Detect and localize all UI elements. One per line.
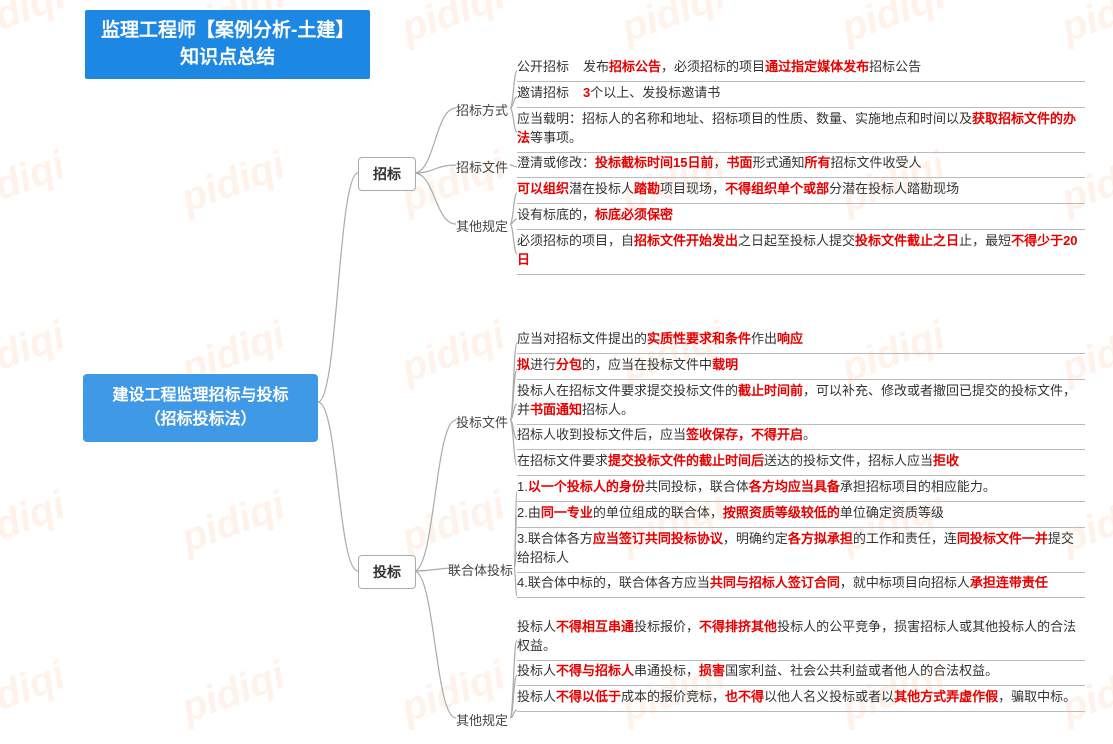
root-node: 建设工程监理招标与投标 （招标投标法）	[83, 374, 318, 442]
leaf-tb1: 应当对招标文件提出的实质性要求和条件作出响应	[517, 330, 1085, 354]
leaf-tb7: 2.由同一专业的单位组成的联合体，按照资质等级较低的单位确定资质等级	[517, 504, 1085, 528]
leaf-tb12: 投标人不得以低于成本的报价竞标，也不得以他人名义投标或者以其他方式弄虚作假，骗取…	[517, 688, 1085, 712]
leaf-tb4: 招标人收到投标文件后，应当签收保存，不得开启。	[517, 426, 1085, 450]
cat-toubiao-qita: 其他规定	[456, 710, 508, 729]
node-toubiao: 投标	[358, 555, 416, 589]
leaf-tb9: 4.联合体中标的，联合体各方应当共同与招标人签订合同，就中标项目向招标人承担连带…	[517, 574, 1085, 598]
leaf-tb3: 投标人在招标文件要求提交投标文件的截止时间前，可以补充、修改或者撤回已提交的投标…	[517, 382, 1085, 425]
leaf-zb4: 澄清或修改：投标截标时间15日前，书面形式通知所有招标文件收受人	[517, 154, 1085, 178]
node-zhaobiao-label: 招标	[373, 166, 401, 182]
leaf-tb8: 3.联合体各方应当签订共同投标协议，明确约定各方拟承担的工作和责任，连同投标文件…	[517, 530, 1085, 573]
leaf-tb2: 拟进行分包的，应当在投标文件中载明	[517, 356, 1085, 380]
leaf-zb1-lead: 公开招标	[517, 58, 569, 77]
leaf-zb5: 可以组织潜在投标人踏勘项目现场，不得组织单个或部分潜在投标人踏勘现场	[517, 180, 1085, 204]
cat-zhaobiao-qita: 其他规定	[456, 216, 508, 235]
cat-zhaobiao-wenjian: 招标文件	[456, 157, 508, 176]
cat-toubiao-wenjian: 投标文件	[456, 412, 508, 431]
leaf-zb7: 必须招标的项目，自招标文件开始发出之日起至投标人提交投标文件截止之日止，最短不得…	[517, 232, 1085, 275]
root-line1: 建设工程监理招标与投标	[91, 384, 310, 408]
leaf-zb6: 设有标底的，标底必须保密	[517, 206, 1085, 230]
leaf-tb5: 在招标文件要求提交投标文件的截止时间后送达的投标文件，招标人应当拒收	[517, 452, 1085, 476]
root-line2: （招标投标法）	[91, 408, 310, 432]
leaf-zb1: 公开招标发布招标公告，必须招标的项目通过指定媒体发布招标公告	[517, 58, 1085, 82]
leaf-zb2-lead: 邀请招标	[517, 84, 569, 103]
leaf-zb3: 应当载明：招标人的名称和地址、招标项目的性质、数量、实施地点和时间以及获取招标文…	[517, 110, 1085, 153]
cat-zhaobiao-fangshi: 招标方式	[456, 100, 508, 119]
node-toubiao-label: 投标	[373, 564, 401, 580]
page-title-line2: 知识点总结	[101, 45, 354, 72]
leaf-tb6: 1.以一个投标人的身份共同投标，联合体各方均应当具备承担招标项目的相应能力。	[517, 478, 1085, 502]
diagram-canvas: 监理工程师【案例分析-土建】 知识点总结 建设工程监理招标与投标 （招标投标法）…	[0, 0, 1113, 744]
leaf-zb2: 邀请招标3个以上、发投标邀请书	[517, 84, 1085, 108]
page-title-line1: 监理工程师【案例分析-土建】	[101, 18, 354, 45]
page-title: 监理工程师【案例分析-土建】 知识点总结	[85, 10, 370, 79]
node-zhaobiao: 招标	[358, 157, 416, 191]
cat-toubiao-lianheti: 联合体投标	[448, 560, 513, 579]
leaf-tb11: 投标人不得与招标人串通投标，损害国家利益、社会公共利益或者他人的合法权益。	[517, 662, 1085, 686]
leaf-tb10: 投标人不得相互串通投标报价，不得排挤其他投标人的公平竞争，损害招标人或其他投标人…	[517, 618, 1085, 661]
